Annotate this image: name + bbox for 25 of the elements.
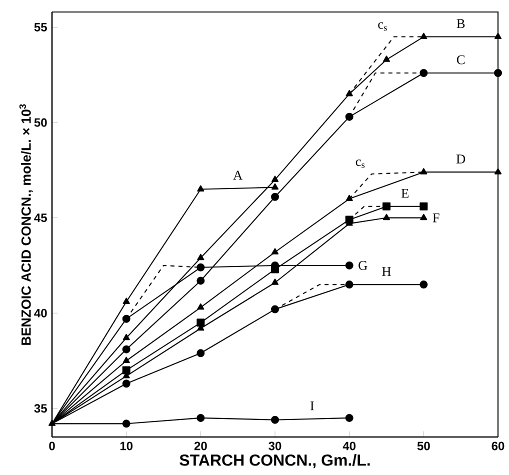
y-tick-label: 35 <box>34 404 47 413</box>
y-axis-title: BENZOIC ACID CONCN., mole/L. × 10$^{3}$ <box>19 104 33 345</box>
series-label: G <box>358 261 368 270</box>
series-label: A <box>233 170 243 180</box>
x-tick-label: 10 <box>120 442 133 450</box>
series-label: E <box>401 188 408 198</box>
series-label: F <box>432 213 440 222</box>
annotation: c$_{s}$ <box>378 22 387 31</box>
series-label: B <box>456 19 465 28</box>
x-tick-label: 50 <box>417 442 430 450</box>
x-tick-label: 0 <box>49 442 55 450</box>
y-tick-label: 40 <box>34 308 47 318</box>
annotation: c$_{s}$ <box>356 160 365 168</box>
series-label: I <box>310 401 314 410</box>
x-tick-label: 30 <box>268 442 282 450</box>
x-axis-title: STARCH CONCN., Gm./L. <box>180 454 370 468</box>
y-tick-label: 45 <box>34 214 47 222</box>
series-label: C <box>456 55 465 64</box>
series-label: D <box>456 154 466 164</box>
y-tick-label: 55 <box>34 23 47 32</box>
x-tick-label: 20 <box>194 442 207 450</box>
series-label: H <box>382 267 391 276</box>
x-tick-label: 40 <box>342 442 356 450</box>
y-tick-label: 50 <box>34 118 47 127</box>
x-tick-label: 60 <box>492 442 504 450</box>
